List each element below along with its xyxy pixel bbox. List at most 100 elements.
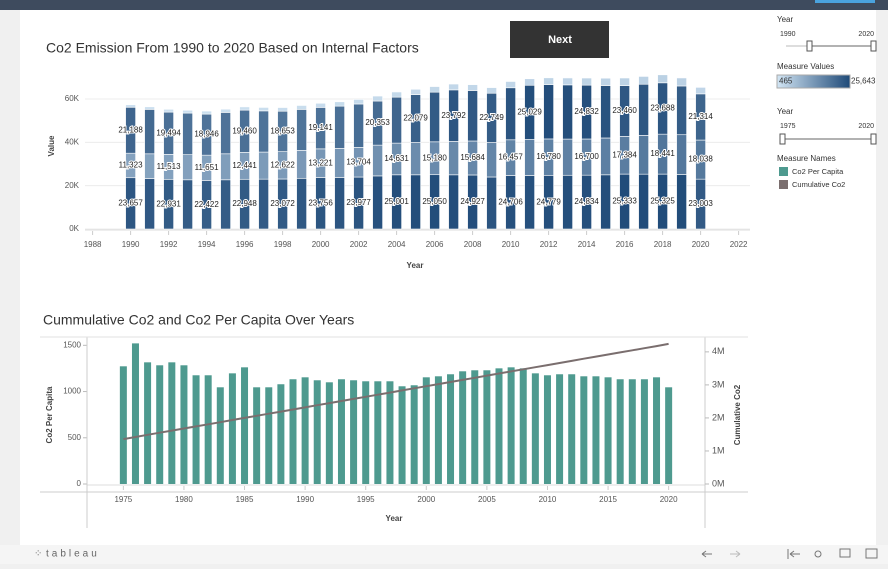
filter-title: Year [777, 15, 794, 24]
x-tick-label: 1995 [357, 495, 375, 504]
top-bar [0, 0, 888, 10]
data-label: 19,494 [156, 128, 181, 137]
y-tick-label: 60K [65, 94, 80, 103]
bar-segment [600, 137, 611, 176]
y-axis-title: Value [47, 135, 56, 156]
bar [483, 370, 491, 484]
chart-title: Co2 Emission From 1990 to 2020 Based on … [46, 40, 419, 56]
x-tick-label: 2015 [599, 495, 617, 504]
bar-segment [676, 174, 687, 230]
x-tick-label: 1990 [296, 495, 314, 504]
button-bg[interactable] [510, 21, 609, 58]
bar [301, 377, 309, 484]
bar [543, 375, 551, 484]
data-label: 21,188 [118, 125, 143, 134]
data-label: 25,001 [384, 197, 409, 206]
data-label: 15,180 [422, 153, 447, 162]
bar-segment [524, 139, 535, 176]
x-tick-label: 1975 [114, 495, 132, 504]
redo-icon[interactable] [730, 550, 741, 558]
bar-segment [334, 101, 345, 107]
share-icon[interactable] [814, 550, 822, 558]
data-label: 23,756 [308, 198, 333, 207]
x-tick-label: 1996 [236, 240, 254, 249]
x-tick-label: 2014 [578, 240, 596, 249]
data-label: 11,513 [157, 162, 181, 171]
bar-segment [296, 150, 307, 179]
data-label: 17,384 [612, 150, 637, 159]
bar [519, 368, 527, 484]
filter-min: 1975 [780, 123, 796, 130]
data-label: 16,780 [536, 152, 561, 161]
bar-segment [543, 77, 554, 85]
button-label[interactable]: Next [548, 34, 572, 46]
bar-segment [372, 95, 383, 102]
bar [604, 377, 612, 484]
bar [592, 376, 600, 484]
data-label: 18,653 [270, 127, 295, 136]
bar-segment [638, 173, 649, 230]
bar [531, 373, 539, 484]
bar-segment [600, 77, 611, 86]
revert-icon[interactable] [787, 549, 800, 559]
bar-segment [467, 84, 478, 91]
next-button[interactable]: Next [510, 21, 609, 58]
bar-segment [524, 78, 535, 86]
data-label: 25,050 [422, 197, 447, 206]
bar-segment [296, 105, 307, 110]
bar [253, 387, 261, 484]
bar-segment [258, 178, 269, 230]
legend-swatch [779, 180, 788, 189]
data-label: 11,323 [119, 161, 143, 170]
bar-segment [562, 84, 573, 140]
color-legend [776, 74, 851, 89]
slider-handle[interactable] [870, 133, 877, 145]
x-tick-label: 1980 [175, 495, 193, 504]
bar-segment [277, 107, 288, 112]
bar [241, 367, 249, 484]
x-tick-label: 2000 [312, 240, 330, 249]
slider-handle[interactable] [870, 40, 877, 52]
legend-swatch [779, 167, 788, 176]
fullscreen-icon[interactable] [865, 548, 878, 559]
bar-segment [638, 135, 649, 175]
data-label: 25,029 [517, 107, 542, 116]
data-label: 13,221 [308, 158, 333, 167]
bar-segment [600, 174, 611, 230]
bar-segment [524, 175, 535, 230]
data-label: 11,651 [195, 163, 219, 172]
bar-segment [258, 110, 269, 153]
bar-segment [220, 108, 231, 113]
bar-segment [676, 134, 687, 175]
bar-segment [258, 107, 269, 112]
brand-logo: ⁘ [34, 549, 42, 560]
bar [556, 374, 564, 484]
bar-segment [334, 148, 345, 178]
data-label: 23,072 [270, 199, 295, 208]
data-label: 23,657 [118, 198, 143, 207]
bar-segment [543, 84, 554, 140]
x-tick-label: 1994 [198, 240, 216, 249]
bar-segment [429, 91, 440, 143]
bar-segment [258, 151, 269, 180]
bar-segment [201, 110, 212, 115]
slider-handle[interactable] [779, 133, 786, 145]
undo-icon[interactable] [701, 550, 712, 558]
bar-segment [486, 176, 497, 230]
bar-segment [562, 174, 573, 230]
y2-tick-label: 4M [712, 346, 725, 356]
slider-handle[interactable] [806, 40, 813, 52]
bar-segment [220, 112, 231, 155]
legend-max: 25,643 [851, 77, 876, 86]
bar [313, 380, 321, 484]
bar-segment [239, 106, 250, 111]
bar [337, 379, 345, 484]
bar [265, 387, 273, 484]
bar [616, 379, 624, 484]
legend-label: Co2 Per Capita [792, 167, 844, 176]
bar [447, 374, 455, 484]
filter-title: Year [777, 107, 794, 116]
bar [119, 366, 127, 484]
download-icon[interactable] [839, 548, 851, 558]
